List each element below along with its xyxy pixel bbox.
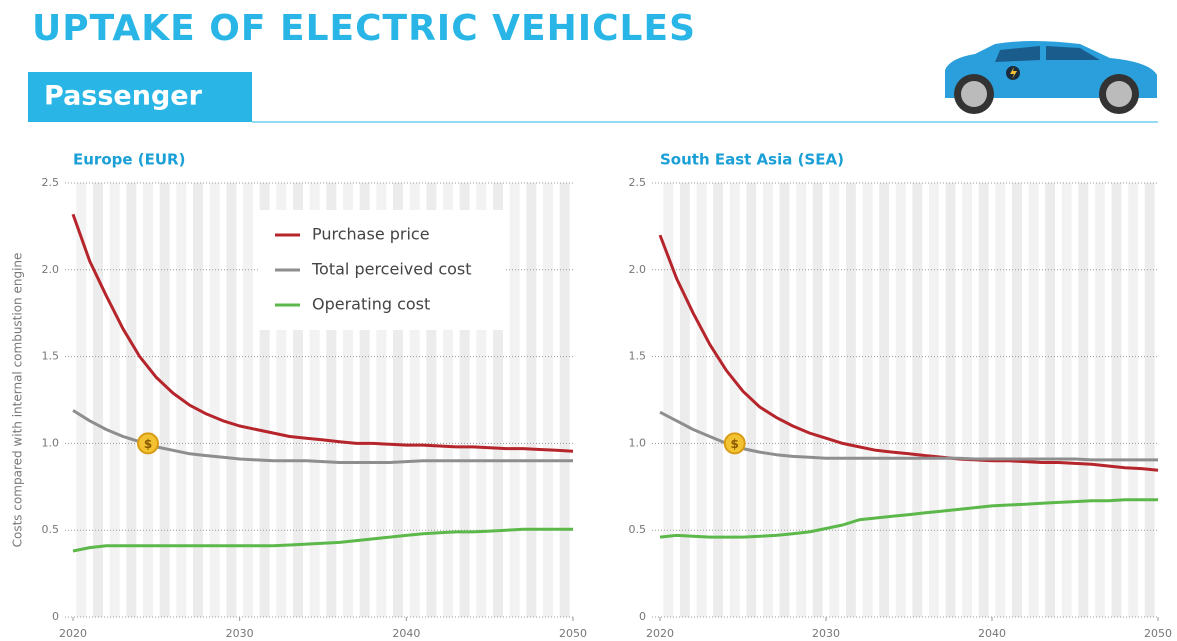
x-tick-label: 2050	[559, 627, 587, 640]
y-tick-label: 1.0	[42, 436, 60, 449]
year-stripe	[226, 183, 236, 617]
y-axis-label: Costs compared with internal combustion …	[11, 253, 25, 548]
y-tick-label: 1.0	[629, 436, 647, 449]
year-stripe	[560, 183, 570, 617]
year-stripe	[1112, 183, 1122, 617]
year-stripe	[1029, 183, 1039, 617]
year-stripe	[1095, 183, 1105, 617]
year-stripe	[863, 183, 873, 617]
year-stripe	[813, 183, 823, 617]
year-stripe	[243, 183, 253, 617]
year-stripe	[912, 183, 922, 617]
coin-label: $	[731, 437, 739, 451]
year-stripe	[193, 183, 203, 617]
year-stripe	[110, 183, 120, 617]
year-stripe	[730, 183, 740, 617]
year-stripe	[780, 183, 790, 617]
legend-label: Total perceived cost	[311, 260, 472, 279]
year-stripe	[143, 183, 153, 617]
year-stripe	[946, 183, 956, 617]
year-stripe	[1045, 183, 1055, 617]
year-stripe	[846, 183, 856, 617]
year-stripe	[1062, 183, 1072, 617]
year-stripe	[829, 183, 839, 617]
legend-label: Purchase price	[312, 225, 430, 244]
chart-title: South East Asia (SEA)	[660, 151, 844, 169]
year-stripe	[713, 183, 723, 617]
year-stripe	[979, 183, 989, 617]
car-icon	[945, 41, 1157, 114]
year-stripe	[995, 183, 1005, 617]
coin-label: $	[144, 437, 152, 451]
x-tick-label: 2030	[812, 627, 840, 640]
year-stripe	[697, 183, 707, 617]
x-tick-label: 2030	[226, 627, 254, 640]
page-title: UPTAKE OF ELECTRIC VEHICLES	[32, 8, 696, 49]
year-stripe	[510, 183, 520, 617]
year-stripe	[879, 183, 889, 617]
year-stripe	[160, 183, 170, 617]
year-stripe	[1078, 183, 1088, 617]
year-stripe	[929, 183, 939, 617]
x-tick-label: 2020	[646, 627, 674, 640]
y-tick-label: 0	[639, 610, 646, 623]
infographic: UPTAKE OF ELECTRIC VEHICLES Passenger Eu…	[0, 0, 1177, 641]
year-stripe	[896, 183, 906, 617]
y-tick-label: 1.5	[42, 350, 60, 363]
y-tick-label: 2.0	[629, 263, 647, 276]
y-tick-label: 0.5	[42, 523, 60, 536]
y-tick-label: 2.5	[42, 176, 60, 189]
year-stripe	[962, 183, 972, 617]
x-tick-label: 2020	[59, 627, 87, 640]
page: UPTAKE OF ELECTRIC VEHICLES Passenger Eu…	[0, 0, 1177, 641]
year-stripe	[126, 183, 136, 617]
year-stripe	[543, 183, 553, 617]
x-tick-label: 2040	[978, 627, 1006, 640]
y-tick-label: 0.5	[629, 523, 647, 536]
chart-title: Europe (EUR)	[73, 151, 185, 169]
y-tick-label: 0	[52, 610, 59, 623]
year-stripe	[1128, 183, 1138, 617]
x-tick-label: 2050	[1144, 627, 1172, 640]
section-title: Passenger	[44, 81, 203, 112]
y-tick-label: 1.5	[629, 350, 647, 363]
x-tick-label: 2040	[392, 627, 420, 640]
year-stripe	[1012, 183, 1022, 617]
year-stripe	[93, 183, 103, 617]
y-tick-label: 2.5	[629, 176, 647, 189]
year-stripe	[210, 183, 220, 617]
year-stripe	[526, 183, 536, 617]
y-tick-label: 2.0	[42, 263, 60, 276]
legend-label: Operating cost	[312, 295, 430, 314]
year-stripe	[680, 183, 690, 617]
year-stripe	[796, 183, 806, 617]
year-stripe	[1145, 183, 1155, 617]
year-stripe	[763, 183, 773, 617]
